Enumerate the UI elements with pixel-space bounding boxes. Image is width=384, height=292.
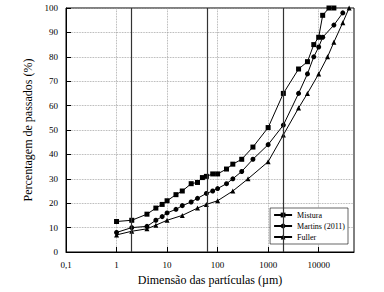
svg-text:60: 60	[49, 101, 59, 111]
svg-text:20: 20	[49, 198, 59, 208]
svg-text:40: 40	[49, 149, 59, 159]
svg-text:10: 10	[49, 223, 59, 233]
svg-text:Martins (2011): Martins (2011)	[297, 222, 345, 231]
svg-text:0: 0	[54, 247, 59, 257]
svg-text:Fuller: Fuller	[297, 233, 316, 242]
svg-text:10000: 10000	[307, 260, 330, 270]
svg-text:80: 80	[49, 52, 59, 62]
svg-text:1000: 1000	[259, 260, 278, 270]
svg-text:70: 70	[49, 76, 59, 86]
svg-text:Mistura: Mistura	[297, 211, 322, 220]
svg-text:90: 90	[49, 27, 59, 37]
svg-text:Percentagem de passados (%): Percentagem de passados (%)	[21, 59, 35, 202]
svg-text:10: 10	[163, 260, 173, 270]
svg-text:100: 100	[211, 260, 225, 270]
svg-text:100: 100	[45, 3, 59, 13]
svg-text:30: 30	[49, 174, 59, 184]
svg-text:1: 1	[114, 260, 119, 270]
svg-text:Dimensão das partículas (µm): Dimensão das partículas (µm)	[138, 273, 283, 287]
svg-text:50: 50	[49, 125, 59, 135]
svg-text:0,1: 0,1	[60, 260, 71, 270]
